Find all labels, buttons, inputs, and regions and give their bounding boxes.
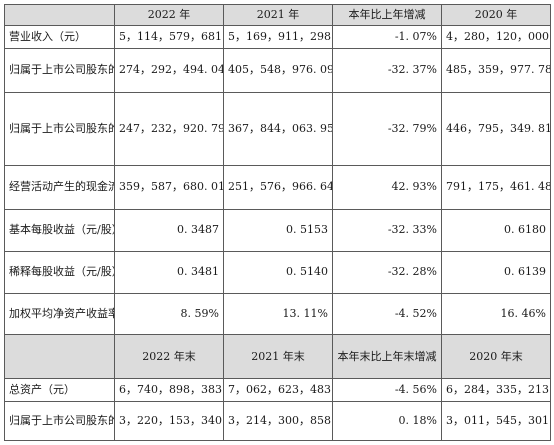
row-label: 归属于上市公司股东的扣除非经常性损益的净利润（元） bbox=[4, 91, 115, 167]
header-row-annual: 2022 年 2021 年 本年比上年增减 2020 年 bbox=[4, 4, 551, 26]
table-row: 归属于上市公司股东的净利润（元） 274，292，494. 04 405，548… bbox=[4, 47, 551, 93]
cell-value: 446，795，349. 81 bbox=[441, 91, 551, 167]
cell-value: 485，359，977. 78 bbox=[441, 47, 551, 93]
financial-table: 2022 年 2021 年 本年比上年增减 2020 年 营业收入（元） 5，1… bbox=[4, 4, 551, 441]
cell-value: 13. 11% bbox=[223, 292, 333, 336]
header-change-end: 本年末比上年末增减 bbox=[332, 334, 442, 380]
header-2022: 2022 年 bbox=[114, 4, 224, 26]
cell-value: -32. 37% bbox=[332, 47, 442, 93]
cell-value: 405，548，976. 09 bbox=[223, 47, 333, 93]
cell-value: 367，844，063. 95 bbox=[223, 91, 333, 167]
row-label: 加权平均净资产收益率 bbox=[4, 292, 115, 336]
table-row: 加权平均净资产收益率 8. 59% 13. 11% -4. 52% 16. 46… bbox=[4, 292, 551, 336]
cell-value: 274，292，494. 04 bbox=[114, 47, 224, 93]
cell-value: 0. 18% bbox=[332, 401, 442, 441]
cell-value: 16. 46% bbox=[441, 292, 551, 336]
row-label: 营业收入（元） bbox=[4, 24, 115, 49]
table-row: 归属于上市公司股东的净资产（元） 3，220，153，340. 47 3，214… bbox=[4, 401, 551, 441]
table-row: 营业收入（元） 5，114，579，681. 57 5，169，911，298.… bbox=[4, 24, 551, 49]
table-row: 经营活动产生的现金流量净额（元） 359，587，680. 01 251，576… bbox=[4, 165, 551, 210]
cell-value: 6，740，898，383. 27 bbox=[114, 378, 224, 403]
cell-value: 3，214，300，858. 27 bbox=[223, 401, 333, 441]
cell-value: 8. 59% bbox=[114, 292, 224, 336]
cell-value: 5，169，911，298. 44 bbox=[223, 24, 333, 49]
cell-value: 6，284，335，213. 37 bbox=[441, 378, 551, 403]
cell-value: 0. 5153 bbox=[223, 208, 333, 252]
cell-value: -4. 56% bbox=[332, 378, 442, 403]
header-row-year-end: 2022 年末 2021 年末 本年末比上年末增减 2020 年末 bbox=[4, 334, 551, 380]
cell-value: 0. 3481 bbox=[114, 250, 224, 294]
table-row: 稀释每股收益（元/股） 0. 3481 0. 5140 -32. 28% 0. … bbox=[4, 250, 551, 294]
cell-value: -32. 28% bbox=[332, 250, 442, 294]
cell-value: 251，576，966. 64 bbox=[223, 165, 333, 210]
cell-value: 7，062，623，483. 30 bbox=[223, 378, 333, 403]
cell-value: 0. 3487 bbox=[114, 208, 224, 252]
cell-value: -1. 07% bbox=[332, 24, 442, 49]
cell-value: 359，587，680. 01 bbox=[114, 165, 224, 210]
cell-value: 3，220，153，340. 47 bbox=[114, 401, 224, 441]
cell-value: 4，280，120，000. 54 bbox=[441, 24, 551, 49]
row-label: 总资产（元） bbox=[4, 378, 115, 403]
cell-value: -32. 79% bbox=[332, 91, 442, 167]
header-corner bbox=[4, 334, 115, 380]
cell-value: 791，175，461. 48 bbox=[441, 165, 551, 210]
cell-value: 0. 6180 bbox=[441, 208, 551, 252]
cell-value: -4. 52% bbox=[332, 292, 442, 336]
table-row: 总资产（元） 6，740，898，383. 27 7，062，623，483. … bbox=[4, 378, 551, 403]
cell-value: 42. 93% bbox=[332, 165, 442, 210]
cell-value: 3，011，545，301. 43 bbox=[441, 401, 551, 441]
header-2020: 2020 年 bbox=[441, 4, 551, 26]
header-corner bbox=[4, 4, 115, 26]
header-2020-end: 2020 年末 bbox=[441, 334, 551, 380]
row-label: 经营活动产生的现金流量净额（元） bbox=[4, 165, 115, 210]
cell-value: 0. 5140 bbox=[223, 250, 333, 294]
table-row: 归属于上市公司股东的扣除非经常性损益的净利润（元） 247，232，920. 7… bbox=[4, 91, 551, 167]
cell-value: -32. 33% bbox=[332, 208, 442, 252]
header-2022-end: 2022 年末 bbox=[114, 334, 224, 380]
cell-value: 247，232，920. 79 bbox=[114, 91, 224, 167]
row-label: 归属于上市公司股东的净利润（元） bbox=[4, 47, 115, 93]
cell-value: 0. 6139 bbox=[441, 250, 551, 294]
header-change: 本年比上年增减 bbox=[332, 4, 442, 26]
table-row: 基本每股收益（元/股） 0. 3487 0. 5153 -32. 33% 0. … bbox=[4, 208, 551, 252]
header-2021-end: 2021 年末 bbox=[223, 334, 333, 380]
row-label: 基本每股收益（元/股） bbox=[4, 208, 115, 252]
header-2021: 2021 年 bbox=[223, 4, 333, 26]
row-label: 稀释每股收益（元/股） bbox=[4, 250, 115, 294]
cell-value: 5，114，579，681. 57 bbox=[114, 24, 224, 49]
row-label: 归属于上市公司股东的净资产（元） bbox=[4, 401, 115, 441]
